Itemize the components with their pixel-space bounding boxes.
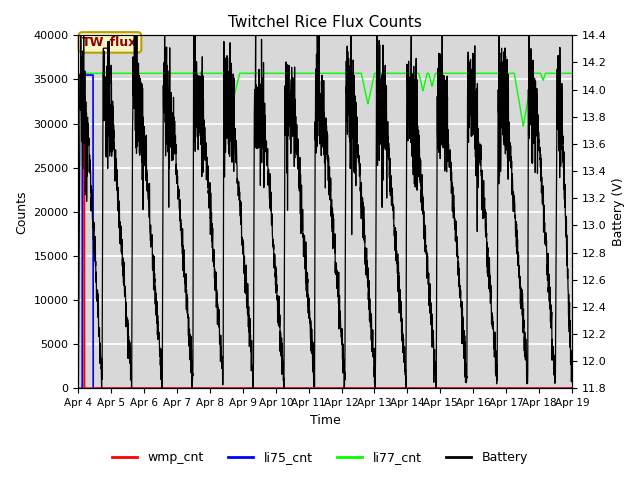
- li77_cnt: [285, 71, 293, 76]
- Battery: [161, 66, 168, 72]
- li75_cnt: [264, 385, 271, 391]
- Battery: [559, 138, 566, 144]
- li75_cnt: [559, 385, 566, 391]
- li75_cnt: [160, 385, 168, 391]
- wmp_cnt: [160, 385, 168, 391]
- li77_cnt: [520, 123, 527, 129]
- Battery: [506, 119, 513, 125]
- Y-axis label: Counts: Counts: [15, 190, 28, 234]
- wmp_cnt: [506, 385, 513, 391]
- Battery: [75, 379, 83, 384]
- li77_cnt: [505, 71, 513, 76]
- X-axis label: Time: Time: [310, 414, 340, 427]
- Line: li77_cnt: li77_cnt: [79, 73, 572, 126]
- Legend: wmp_cnt, li75_cnt, li77_cnt, Battery: wmp_cnt, li75_cnt, li77_cnt, Battery: [107, 446, 533, 469]
- wmp_cnt: [75, 72, 83, 78]
- Title: Twitchel Rice Flux Counts: Twitchel Rice Flux Counts: [228, 15, 422, 30]
- Line: li75_cnt: li75_cnt: [79, 75, 572, 388]
- li77_cnt: [75, 71, 83, 76]
- Line: wmp_cnt: wmp_cnt: [79, 75, 572, 388]
- Battery: [131, 33, 139, 38]
- li75_cnt: [79, 72, 86, 78]
- wmp_cnt: [285, 385, 293, 391]
- Battery: [98, 385, 106, 391]
- Y-axis label: Battery (V): Battery (V): [612, 178, 625, 246]
- Line: Battery: Battery: [79, 36, 572, 388]
- li75_cnt: [285, 385, 293, 391]
- Battery: [285, 106, 293, 111]
- wmp_cnt: [568, 385, 576, 391]
- li77_cnt: [160, 71, 168, 76]
- li75_cnt: [131, 385, 139, 391]
- li77_cnt: [568, 71, 576, 76]
- Battery: [264, 167, 272, 172]
- li77_cnt: [131, 71, 138, 76]
- li77_cnt: [264, 71, 271, 76]
- li75_cnt: [506, 385, 513, 391]
- li75_cnt: [568, 385, 576, 391]
- Text: TW_flux: TW_flux: [83, 36, 138, 49]
- li75_cnt: [75, 385, 83, 391]
- wmp_cnt: [81, 385, 88, 391]
- wmp_cnt: [559, 385, 566, 391]
- Battery: [568, 379, 576, 384]
- wmp_cnt: [264, 385, 271, 391]
- wmp_cnt: [131, 385, 139, 391]
- Battery: [77, 33, 84, 38]
- li77_cnt: [559, 71, 566, 76]
